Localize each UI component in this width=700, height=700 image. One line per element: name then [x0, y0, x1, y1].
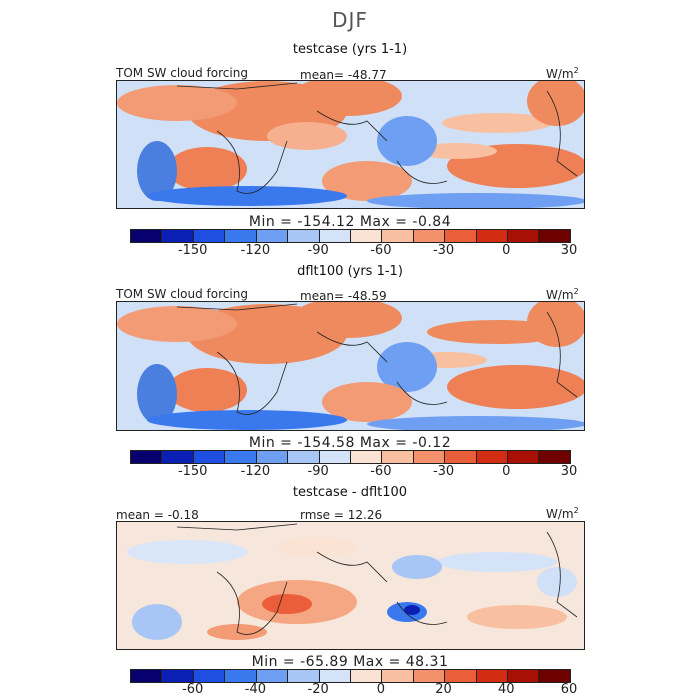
- panel-1-units: W/m2: [546, 66, 579, 81]
- colorbar-tick-label: -90: [307, 243, 329, 258]
- colorbar-swatch: [162, 230, 194, 242]
- panel-3-map: [116, 521, 585, 650]
- panel-1-title: testcase (yrs 1-1): [292, 42, 408, 57]
- colorbar-tick-label: 20: [435, 682, 452, 697]
- panel-1-mean: mean= -48.77: [300, 68, 387, 82]
- colorbar-swatch: [382, 670, 414, 682]
- panel-2-mean: mean= -48.59: [300, 289, 387, 303]
- colorbar-swatch: [413, 670, 446, 682]
- colorbar-swatch: [225, 230, 257, 242]
- panel-3-units: W/m2: [546, 506, 579, 521]
- colorbar-tick-label: -150: [177, 464, 208, 479]
- colorbar-swatch: [131, 230, 163, 242]
- colorbar-tick-label: 0: [376, 682, 385, 697]
- colorbar-tick-label: 30: [560, 464, 578, 479]
- colorbar-swatch: [539, 230, 570, 242]
- colorbar-tick-label: -60: [370, 464, 392, 479]
- colorbar-swatch: [476, 451, 509, 463]
- panel-3-mean: mean = -0.18: [116, 508, 199, 522]
- colorbar-swatch: [350, 670, 383, 682]
- panel-1-minmax: Min = -154.12 Max = -0.84: [248, 214, 452, 230]
- panel-3-colorbar: [130, 669, 571, 683]
- colorbar-swatch: [319, 230, 351, 242]
- panel-3-rmse: rmse = 12.26: [300, 508, 383, 522]
- colorbar-swatch: [225, 451, 257, 463]
- panel-1-colorbar: [130, 229, 571, 243]
- colorbar-swatch: [413, 230, 446, 242]
- colorbar-swatch: [445, 230, 477, 242]
- colorbar-swatch: [350, 451, 383, 463]
- colorbar-swatch: [539, 451, 570, 463]
- colorbar-swatch: [131, 670, 163, 682]
- colorbar-swatch: [288, 670, 320, 682]
- panel-3-title: testcase - dflt100: [292, 485, 408, 500]
- panel-2-minmax: Min = -154.58 Max = -0.12: [248, 435, 452, 451]
- colorbar-swatch: [193, 230, 226, 242]
- colorbar-swatch: [476, 670, 509, 682]
- colorbar-swatch: [256, 230, 289, 242]
- colorbar-tick-label: 30: [560, 243, 578, 258]
- colorbar-tick-label: -90: [307, 464, 329, 479]
- colorbar-tick-label: -150: [177, 243, 208, 258]
- panel-1-variable-label: TOM SW cloud forcing: [116, 66, 248, 80]
- colorbar-tick-label: -60: [370, 243, 392, 258]
- colorbar-swatch: [131, 451, 163, 463]
- colorbar-tick-label: -120: [240, 243, 271, 258]
- colorbar-tick-label: -30: [432, 464, 455, 479]
- colorbar-swatch: [319, 670, 351, 682]
- colorbar-swatch: [256, 670, 289, 682]
- colorbar-swatch: [319, 451, 351, 463]
- colorbar-tick-label: -120: [240, 464, 271, 479]
- colorbar-tick-label: 40: [498, 682, 515, 697]
- colorbar-swatch: [413, 451, 446, 463]
- colorbar-tick-label: -40: [244, 682, 267, 697]
- colorbar-swatch: [193, 451, 226, 463]
- figure-title: DJF: [332, 8, 368, 32]
- colorbar-tick-label: 60: [560, 682, 578, 697]
- colorbar-swatch: [162, 451, 194, 463]
- colorbar-swatch: [350, 230, 383, 242]
- colorbar-swatch: [508, 670, 540, 682]
- panel-2-variable-label: TOM SW cloud forcing: [116, 287, 248, 301]
- colorbar-tick-label: -60: [182, 682, 204, 697]
- colorbar-swatch: [225, 670, 257, 682]
- panel-3-colorbar-ticks: -60 -40 -20 0 20 40 60: [130, 682, 577, 700]
- colorbar-swatch: [476, 230, 509, 242]
- panel-1-colorbar-ticks: -150 -120 -90 -60 -30 0 30: [130, 243, 577, 261]
- colorbar-tick-label: -20: [307, 682, 329, 697]
- colorbar-swatch: [256, 451, 289, 463]
- colorbar-tick-label: 0: [502, 464, 511, 479]
- colorbar-swatch: [193, 670, 226, 682]
- colorbar-swatch: [288, 451, 320, 463]
- panel-2-colorbar-ticks: -150 -120 -90 -60 -30 0 30: [130, 464, 577, 482]
- panel-3-minmax: Min = -65.89 Max = 48.31: [251, 654, 449, 670]
- panel-2-colorbar: [130, 450, 571, 464]
- colorbar-swatch: [382, 451, 414, 463]
- panel-2-title: dflt100 (yrs 1-1): [297, 264, 403, 279]
- colorbar-swatch: [508, 451, 540, 463]
- panel-2-units: W/m2: [546, 287, 579, 302]
- colorbar-swatch: [539, 670, 570, 682]
- colorbar-swatch: [508, 230, 540, 242]
- colorbar-swatch: [382, 230, 414, 242]
- colorbar-swatch: [445, 670, 477, 682]
- colorbar-tick-label: -30: [432, 243, 455, 258]
- colorbar-swatch: [162, 670, 194, 682]
- panel-1-map: [116, 80, 585, 209]
- colorbar-swatch: [288, 230, 320, 242]
- colorbar-tick-label: 0: [502, 243, 511, 258]
- colorbar-swatch: [445, 451, 477, 463]
- panel-2-map: [116, 301, 585, 431]
